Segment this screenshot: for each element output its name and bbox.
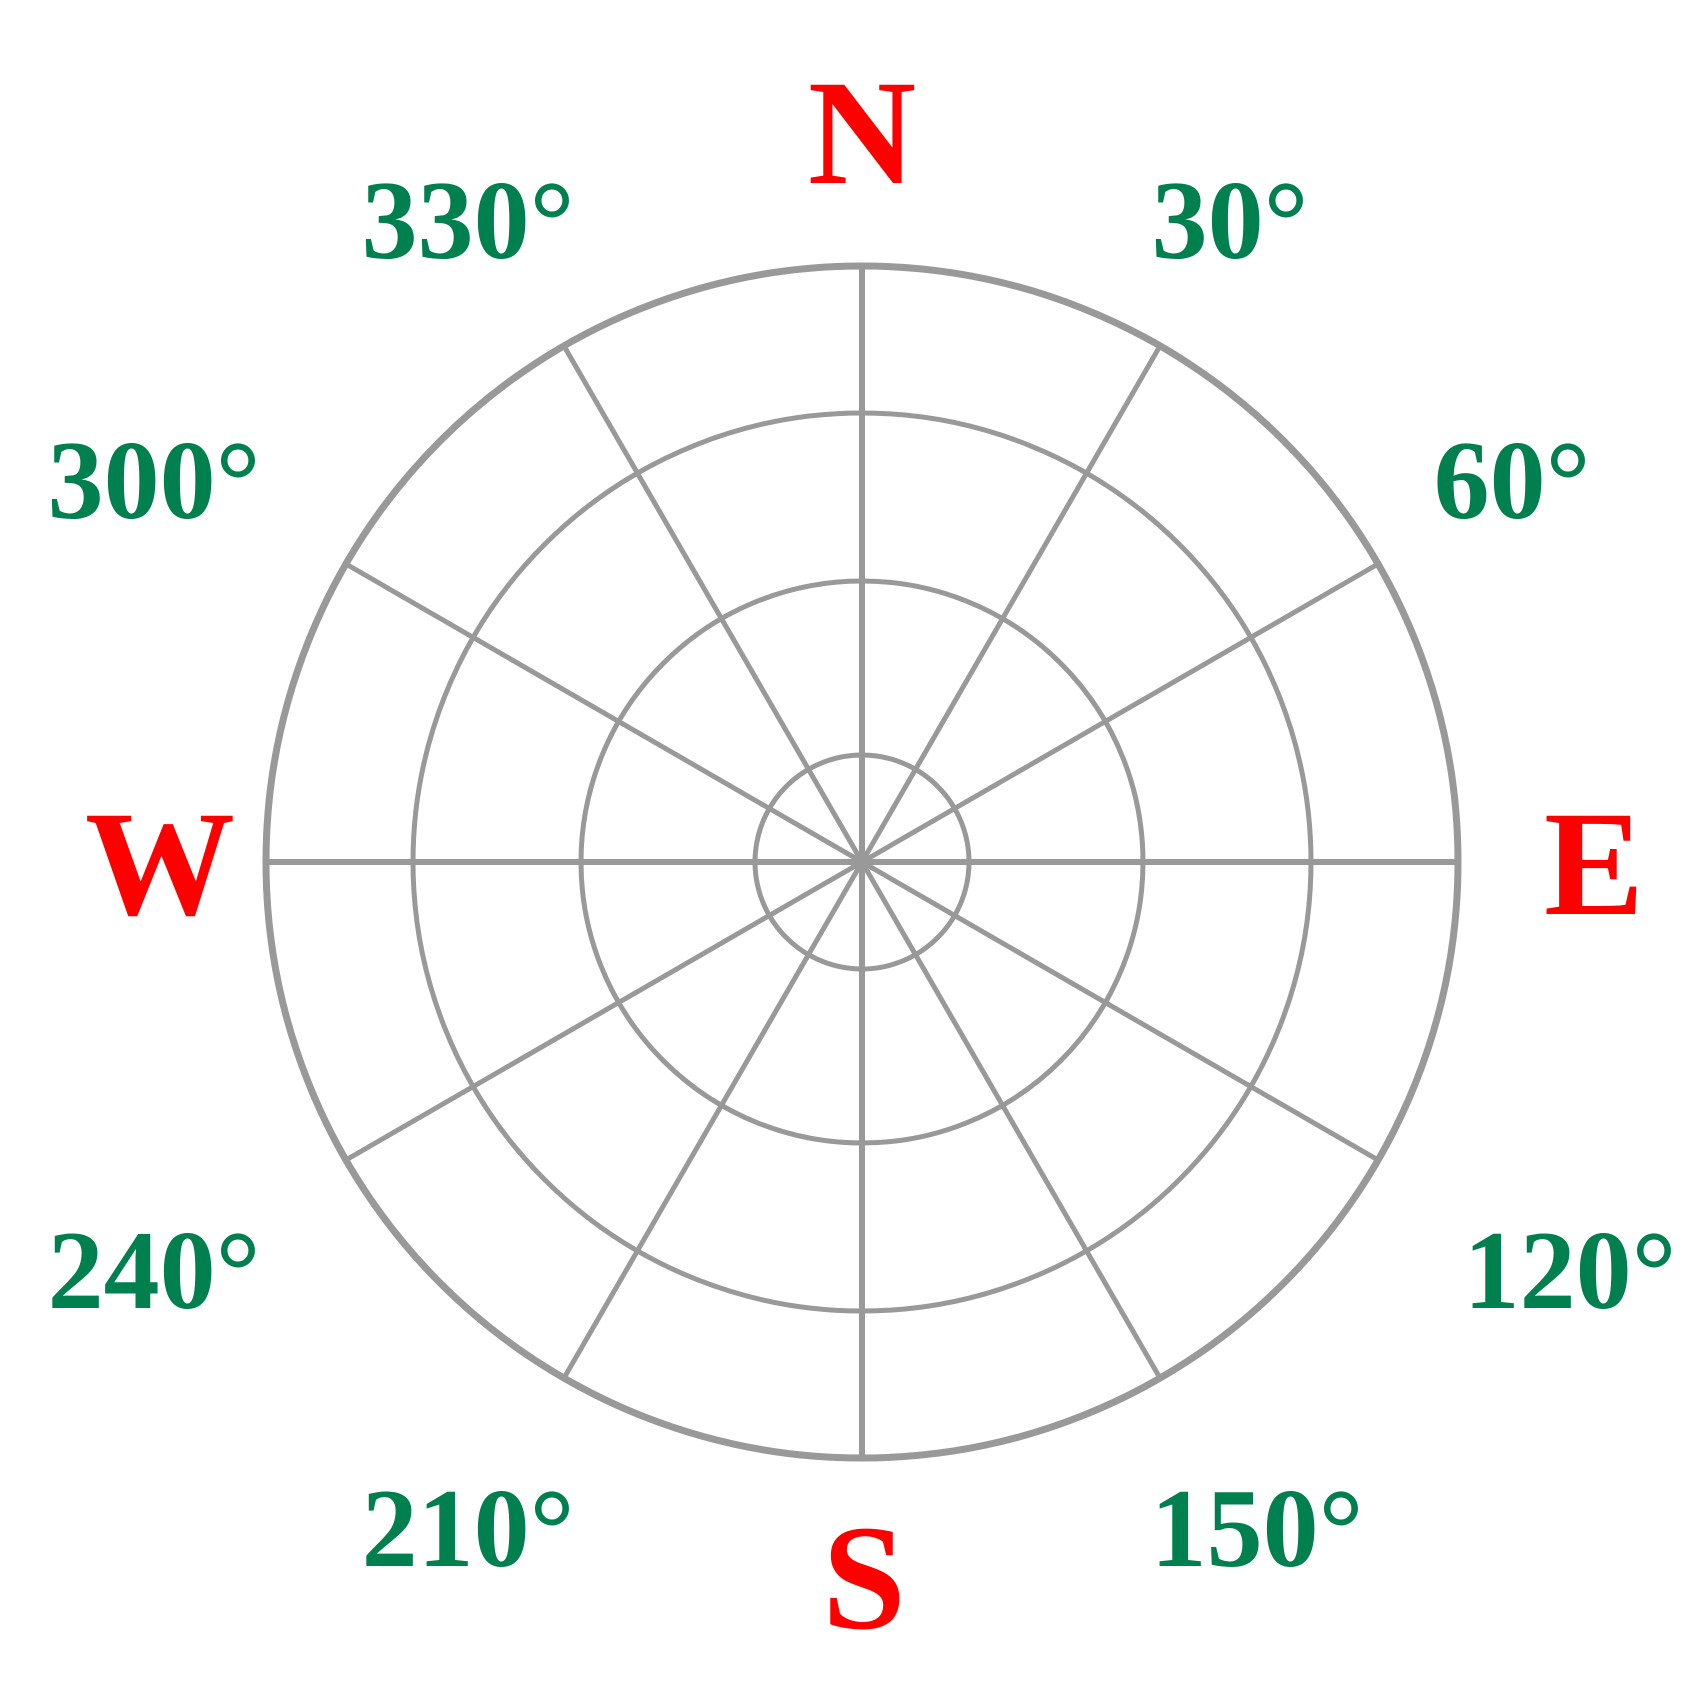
degree-label-210: 210° xyxy=(362,1467,575,1591)
east-label: E xyxy=(1544,781,1644,947)
radial-spokes xyxy=(266,266,1458,1458)
degree-label-330: 330° xyxy=(362,159,575,283)
north-label: N xyxy=(808,50,916,216)
degree-label-30: 30° xyxy=(1152,159,1309,283)
degree-label-150: 150° xyxy=(1151,1467,1364,1591)
degree-label-300: 300° xyxy=(48,419,261,543)
degree-label-120: 120° xyxy=(1464,1209,1677,1333)
degree-label-60: 60° xyxy=(1434,419,1591,543)
spoke-150-330 xyxy=(561,344,1163,1380)
west-label: W xyxy=(85,781,235,947)
degree-label-240: 240° xyxy=(48,1209,261,1333)
south-label: S xyxy=(822,1495,905,1661)
